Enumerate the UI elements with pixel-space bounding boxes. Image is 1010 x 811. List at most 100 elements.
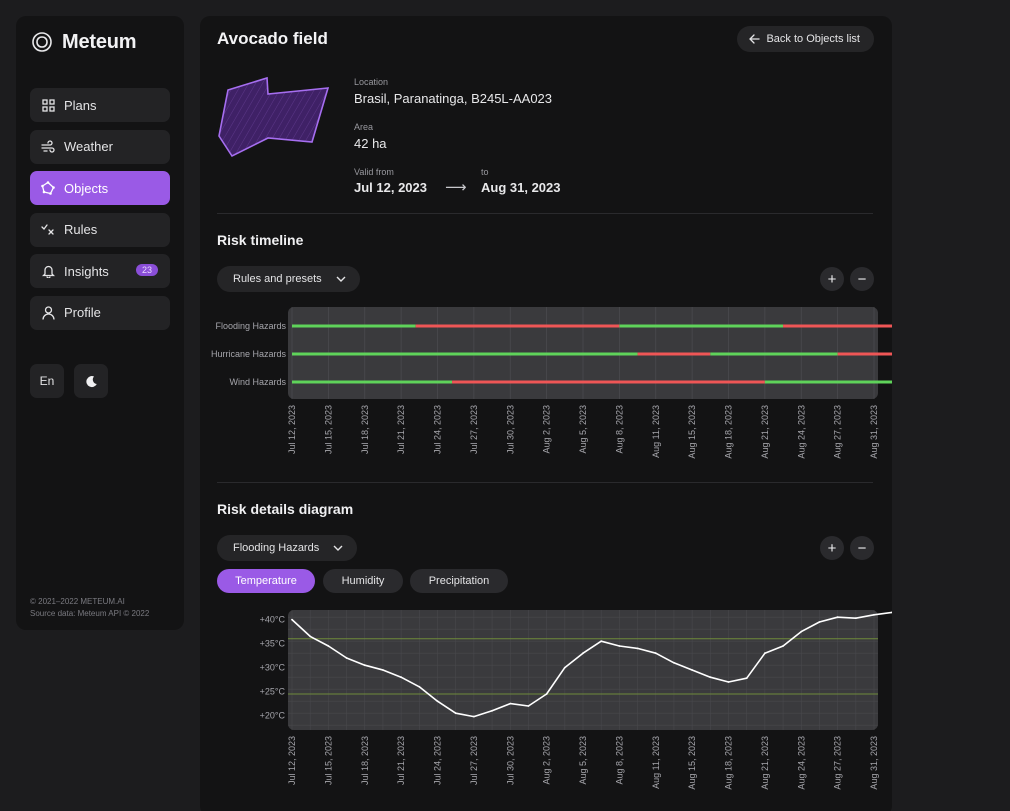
sidebar-item-profile[interactable]: Profile [30, 295, 170, 330]
data-point [600, 640, 603, 643]
data-point [618, 645, 621, 647]
x-tick-label: Aug 8, 2023 [614, 405, 624, 454]
x-tick-label: Aug 15, 2023 [687, 736, 697, 790]
rules-presets-dropdown[interactable]: Rules and presets [217, 266, 360, 292]
x-tick-label: Jul 18, 2023 [360, 405, 370, 454]
minus-icon: − [857, 539, 867, 557]
sidebar-item-plans[interactable]: Plans [30, 88, 170, 122]
x-tick-label: Jul 21, 2023 [396, 736, 406, 785]
location-value: Brasil, Paranatinga, B245L-AA023 [354, 91, 553, 106]
details-zoom-in-button[interactable]: + [820, 536, 844, 560]
x-tick-label: Aug 24, 2023 [796, 405, 806, 459]
language-button[interactable]: En [30, 364, 64, 398]
data-point [509, 702, 512, 705]
risk-timeline-chart: Flooding Hazards Hurricane Hazards Wind Ha… [211, 307, 892, 459]
x-tick-label: Aug 27, 2023 [833, 736, 843, 790]
x-tick-label: Aug 18, 2023 [724, 736, 734, 790]
data-point [363, 664, 366, 667]
data-point [673, 661, 675, 664]
x-tick-label: Aug 11, 2023 [651, 405, 661, 458]
sidebar-item-label: Objects [64, 180, 109, 196]
settings-buttons: En [30, 364, 108, 398]
x-tick-label: Aug 24, 2023 [796, 736, 806, 790]
series-label: Wind Hazards [229, 377, 286, 387]
data-point [836, 616, 839, 619]
moon-icon [85, 375, 97, 387]
data-point [382, 669, 384, 671]
risk-timeline-title: Risk timeline [217, 232, 304, 248]
arrow-left-icon [749, 34, 761, 44]
data-point [563, 666, 566, 669]
area-value: 42 ha [354, 136, 387, 151]
plus-icon: + [827, 270, 837, 288]
grid-icon [41, 98, 55, 112]
x-tick-label: Aug 31, 2023 [869, 405, 879, 459]
y-tick-label: +35°C [260, 639, 286, 649]
x-tick-label: Jul 18, 2023 [360, 736, 370, 785]
data-point [854, 617, 857, 620]
x-tick-label: Aug 27, 2023 [833, 405, 843, 459]
data-point [527, 705, 530, 707]
x-tick-label: Aug 21, 2023 [760, 405, 770, 459]
data-point [545, 693, 548, 695]
data-point [454, 712, 457, 715]
sidebar-item-rules[interactable]: Rules [30, 212, 170, 247]
sidebar-item-weather[interactable]: Weather [30, 129, 170, 164]
data-point [782, 645, 784, 647]
plus-icon: + [827, 539, 837, 557]
sidebar-item-label: Insights [64, 263, 109, 279]
x-tick-label: Jul 30, 2023 [505, 405, 515, 454]
details-zoom-out-button[interactable]: − [850, 536, 874, 560]
sidebar-nav: Plans Weather Objects Rules Insights 2 [30, 88, 170, 338]
valid-to-value: Aug 31, 2023 [481, 180, 561, 195]
dropdown-label: Flooding Hazards [233, 542, 320, 554]
series-label: Hurricane Hazards [211, 349, 287, 359]
x-tick-label: Jul 15, 2023 [323, 405, 333, 454]
insights-count-badge: 23 [135, 264, 158, 277]
back-to-objects-button[interactable]: Back to Objects list [737, 26, 874, 52]
hazard-type-dropdown[interactable]: Flooding Hazards [217, 535, 358, 561]
sidebar-item-insights[interactable]: Insights 23 [30, 254, 170, 289]
x-tick-label: Aug 5, 2023 [578, 736, 588, 785]
data-point [418, 685, 421, 688]
x-tick-label: Jul 12, 2023 [287, 405, 297, 454]
x-tick-label: Aug 31, 2023 [869, 736, 879, 790]
tab-humidity[interactable]: Humidity [323, 569, 403, 593]
back-button-label: Back to Objects list [766, 33, 860, 45]
data-point [800, 630, 803, 633]
data-point [709, 676, 712, 679]
x-tick-label: Jul 12, 2023 [287, 736, 297, 785]
y-tick-label: +30°C [260, 663, 286, 673]
sidebar-footer: © 2021–2022 METEUM.AI Source data: Meteu… [30, 596, 149, 620]
divider [217, 482, 873, 483]
y-tick-label: +25°C [260, 687, 286, 697]
data-point [691, 669, 694, 671]
data-point [291, 618, 293, 621]
timeline-zoom-out-button[interactable]: − [850, 267, 874, 291]
page-title: Avocado field [217, 29, 328, 48]
app-logo[interactable]: Meteum [30, 30, 137, 54]
sidebar-item-label: Profile [64, 305, 101, 321]
timeline-zoom-in-button[interactable]: + [820, 267, 844, 291]
sidebar-item-objects[interactable]: Objects [30, 171, 170, 206]
x-tick-label: Jul 15, 2023 [323, 736, 333, 785]
risk-details-title: Risk details diagram [217, 501, 354, 517]
x-tick-label: Jul 24, 2023 [433, 405, 443, 454]
x-tick-label: Aug 5, 2023 [578, 405, 588, 454]
x-tick-label: Jul 30, 2023 [505, 736, 515, 785]
data-point [491, 709, 493, 712]
app-name: Meteum [62, 30, 137, 53]
data-point [891, 611, 892, 614]
x-tick-label: Aug 2, 2023 [542, 736, 552, 785]
dropdown-label: Rules and presets [233, 273, 322, 285]
data-point [400, 676, 403, 679]
x-tick-label: Aug 8, 2023 [614, 736, 624, 785]
tab-temperature[interactable]: Temperature [217, 569, 315, 593]
x-tick-label: Aug 11, 2023 [651, 736, 661, 789]
main-panel: Avocado field Back to Objects list Locat… [200, 16, 892, 811]
data-point [345, 657, 348, 659]
tab-precipitation[interactable]: Precipitation [410, 569, 508, 593]
theme-toggle-button[interactable] [74, 364, 108, 398]
x-tick-label: Jul 24, 2023 [433, 736, 443, 785]
data-point [654, 652, 657, 655]
